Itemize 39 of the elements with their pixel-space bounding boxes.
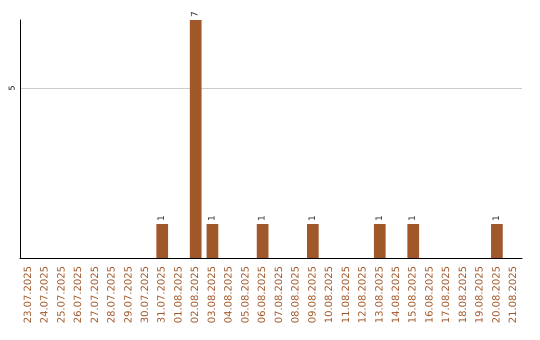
x-tick-label: 23.07.2025: [22, 266, 34, 324]
data-label: 1: [492, 215, 502, 221]
x-tick-label: 30.07.2025: [140, 266, 151, 324]
x-tick-label: 04.08.2025: [224, 266, 235, 324]
x-tick-label: 26.07.2025: [73, 266, 84, 324]
y-tick-label: 5: [8, 85, 16, 91]
x-tick-label: 05.08.2025: [240, 266, 252, 324]
x-tick-label: 12.08.2025: [358, 266, 369, 324]
x-tick-label: 01.08.2025: [173, 266, 184, 324]
x-tick-label: 06.08.2025: [257, 266, 268, 324]
x-tick-label: 24.07.2025: [40, 266, 51, 324]
x-tick-label: 07.08.2025: [274, 266, 285, 324]
data-label: 7: [190, 11, 201, 17]
data-label: 1: [408, 215, 418, 221]
x-tick-label: 25.07.2025: [56, 266, 68, 324]
x-tick-label: 18.08.2025: [458, 266, 469, 324]
x-tick-label: 15.08.2025: [408, 266, 419, 324]
x-tick-label: 09.08.2025: [307, 266, 318, 324]
x-tick-label: 27.07.2025: [90, 266, 101, 324]
x-tick-label: 28.07.2025: [106, 266, 118, 324]
data-label: 1: [207, 215, 218, 221]
x-tick-label: 13.08.2025: [374, 266, 386, 324]
data-label: 1: [157, 215, 168, 221]
x-tick-label: 20.08.2025: [491, 266, 502, 324]
x-tick-label: 10.08.2025: [324, 266, 336, 324]
x-tick-label: 16.08.2025: [424, 266, 436, 324]
x-tick-label: 19.08.2025: [474, 266, 486, 324]
data-label: 1: [308, 215, 318, 221]
x-tick-label: 08.08.2025: [290, 266, 302, 324]
data-label: 1: [258, 215, 268, 221]
x-tick-label: 14.08.2025: [391, 266, 402, 324]
x-tick-label: 29.07.2025: [123, 266, 134, 324]
x-tick-label: 02.08.2025: [190, 266, 202, 324]
x-tick-label: 11.08.2025: [340, 266, 352, 324]
x-tick-label: 21.08.2025: [508, 266, 520, 324]
data-label: 1: [374, 215, 385, 221]
x-tick-label: 17.08.2025: [441, 266, 452, 324]
x-tick-label: 03.08.2025: [206, 266, 218, 324]
x-tick-label: 31.07.2025: [156, 266, 168, 324]
